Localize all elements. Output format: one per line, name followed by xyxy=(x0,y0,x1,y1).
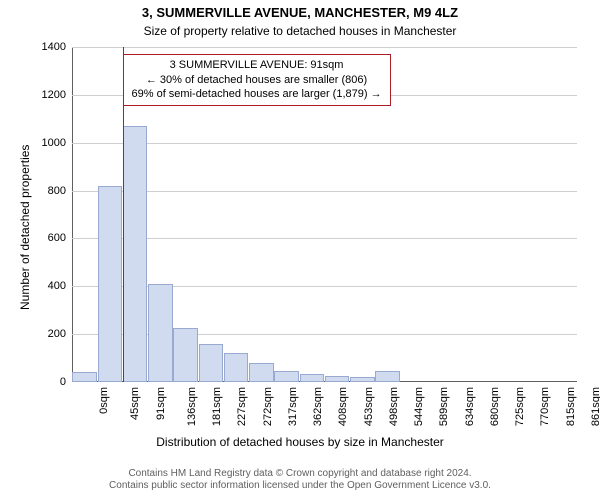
chart-title: 3, SUMMERVILLE AVENUE, MANCHESTER, M9 4L… xyxy=(0,5,600,20)
y-tick-label: 1200 xyxy=(42,89,72,101)
info-box: 3 SUMMERVILLE AVENUE: 91sqm← 30% of deta… xyxy=(123,54,391,107)
x-tick-label: 45sqm xyxy=(129,382,141,420)
histogram-bar xyxy=(123,126,148,382)
x-tick-label: 136sqm xyxy=(186,382,198,426)
y-tick-label: 0 xyxy=(60,376,72,388)
info-box-line: 3 SUMMERVILLE AVENUE: 91sqm xyxy=(132,58,382,73)
y-tick-label: 1400 xyxy=(42,41,72,53)
x-tick-label: 362sqm xyxy=(312,382,324,426)
x-tick-label: 91sqm xyxy=(155,382,167,420)
grid-line xyxy=(72,191,577,192)
histogram-bar xyxy=(375,371,400,382)
y-tick-label: 600 xyxy=(48,232,72,244)
x-tick-label: 544sqm xyxy=(413,382,425,426)
histogram-bar xyxy=(300,374,325,382)
info-box-line: 69% of semi-detached houses are larger (… xyxy=(132,87,382,102)
x-tick-label: 272sqm xyxy=(262,382,274,426)
histogram-bar xyxy=(224,353,249,382)
x-tick-label: 770sqm xyxy=(539,382,551,426)
footer-line-1: Contains HM Land Registry data © Crown c… xyxy=(0,468,600,480)
x-tick-label: 589sqm xyxy=(438,382,450,426)
x-tick-label: 680sqm xyxy=(489,382,501,426)
histogram-bar xyxy=(199,344,224,382)
x-tick-label: 408sqm xyxy=(337,382,349,426)
y-tick-label: 800 xyxy=(48,185,72,197)
grid-line xyxy=(72,238,577,239)
histogram-bar xyxy=(148,284,173,382)
x-tick-label: 453sqm xyxy=(363,382,375,426)
chart-area: 02004006008001000120014000sqm45sqm91sqm1… xyxy=(72,47,577,382)
histogram-bar xyxy=(249,363,274,382)
x-tick-label: 0sqm xyxy=(98,382,110,414)
y-tick-label: 400 xyxy=(48,280,72,292)
info-box-line: ← 30% of detached houses are smaller (80… xyxy=(132,73,382,88)
x-tick-label: 815sqm xyxy=(565,382,577,426)
footer-line-2: Contains public sector information licen… xyxy=(0,480,600,492)
x-tick-label: 227sqm xyxy=(236,382,248,426)
grid-line xyxy=(72,47,577,48)
x-tick-label: 725sqm xyxy=(514,382,526,426)
x-axis-label: Distribution of detached houses by size … xyxy=(0,435,600,449)
histogram-bar xyxy=(173,328,198,382)
histogram-bar xyxy=(72,372,97,382)
chart-subtitle: Size of property relative to detached ho… xyxy=(0,24,600,38)
page: { "title": { "line1": "3, SUMMERVILLE AV… xyxy=(0,0,600,500)
y-tick-label: 1000 xyxy=(42,137,72,149)
grid-line xyxy=(72,143,577,144)
y-axis-label: Number of detached properties xyxy=(18,144,32,309)
y-tick-label: 200 xyxy=(48,328,72,340)
x-tick-label: 317sqm xyxy=(287,382,299,426)
x-tick-label: 861sqm xyxy=(590,382,600,426)
histogram-bar xyxy=(98,186,123,382)
histogram-bar xyxy=(274,371,299,382)
x-tick-label: 181sqm xyxy=(211,382,223,426)
x-tick-label: 634sqm xyxy=(464,382,476,426)
footer: Contains HM Land Registry data © Crown c… xyxy=(0,468,600,492)
x-tick-label: 498sqm xyxy=(388,382,400,426)
